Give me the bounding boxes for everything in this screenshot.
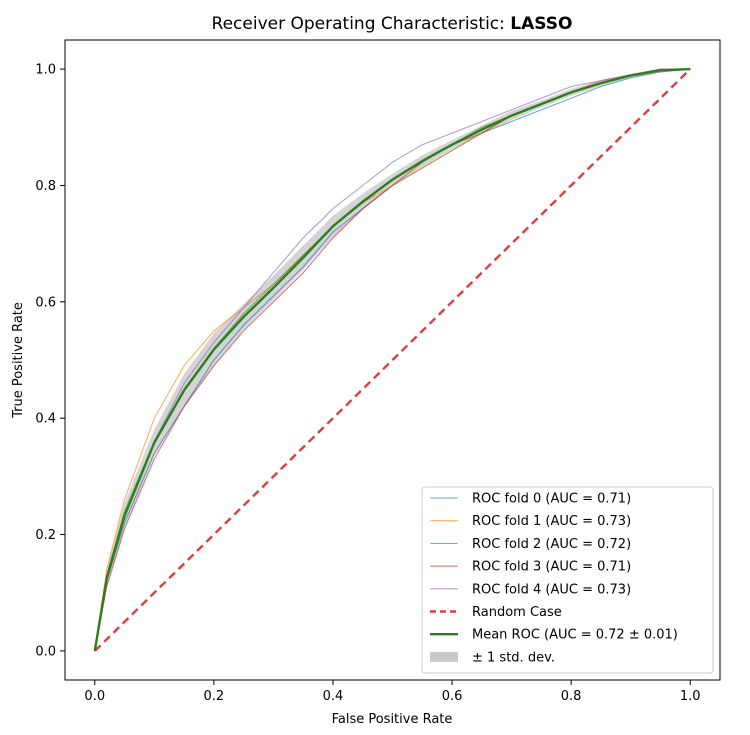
y-tick-label: 0.2	[35, 528, 56, 543]
legend-label: ± 1 std. dev.	[472, 650, 555, 665]
y-tick-label: 1.0	[35, 63, 56, 78]
legend-label: ROC fold 0 (AUC = 0.71)	[472, 492, 631, 507]
legend-label: ROC fold 3 (AUC = 0.71)	[472, 560, 631, 575]
legend-label: ROC fold 2 (AUC = 0.72)	[472, 537, 631, 552]
chart-title-prefix: Receiver Operating Characteristic:	[212, 14, 511, 34]
y-tick-label: 0.4	[35, 412, 56, 427]
x-tick-label: 0.2	[204, 689, 225, 704]
x-axis-label: False Positive Rate	[332, 712, 453, 727]
series-line-random-case	[93, 68, 692, 652]
legend-label: Random Case	[472, 605, 562, 620]
legend: ROC fold 0 (AUC = 0.71) ROC fold 1 (AUC =…	[421, 486, 714, 674]
y-tick-label: 0.6	[35, 295, 56, 310]
legend-box	[421, 486, 714, 674]
x-tick-label: 0.6	[442, 689, 463, 704]
chart-title-model: LASSO	[510, 14, 572, 34]
legend-label: Mean ROC (AUC = 0.72 ± 0.01)	[472, 628, 678, 643]
x-tick-label: 0.4	[323, 689, 344, 704]
legend-swatch-std-band	[430, 651, 458, 662]
x-tick-label: 0.8	[561, 689, 582, 704]
chart-title: Receiver Operating Characteristic: LASSO	[212, 14, 573, 34]
x-tick-label: 1.0	[680, 689, 701, 704]
y-tick-label: 0.0	[35, 644, 56, 659]
series-line-roc-fold-4-auc-0-73	[94, 68, 691, 651]
ticks-layer: 0.0 0.2 0.4 0.6 0.8 1.0 0.0 0.2 0.4 0.6 0.8 1.0	[35, 63, 700, 704]
series-layer	[93, 67, 692, 652]
legend-label: ROC fold 4 (AUC = 0.73)	[472, 582, 631, 597]
legend-label: ROC fold 1 (AUC = 0.73)	[472, 514, 631, 529]
y-tick-label: 0.8	[35, 179, 56, 194]
plot-frame	[64, 39, 721, 681]
x-tick-label: 0.0	[84, 689, 105, 704]
series-line-mean-roc-auc-0-72-0-01	[93, 67, 691, 652]
y-axis-label: True Positive Rate	[11, 302, 26, 419]
